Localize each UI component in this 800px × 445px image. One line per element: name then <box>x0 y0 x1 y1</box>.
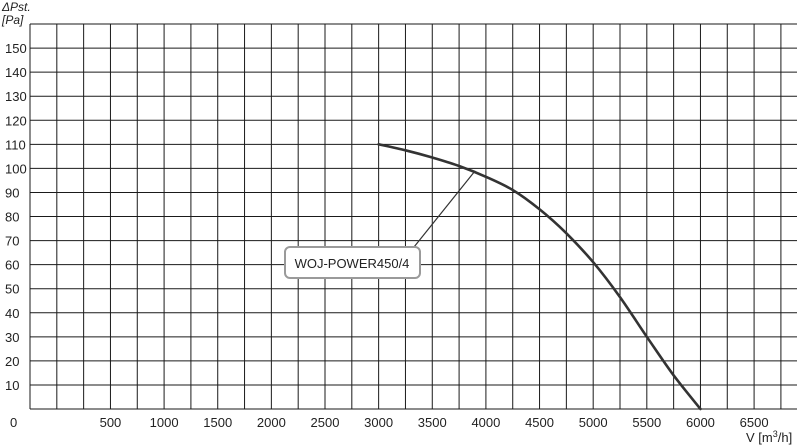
y-tick-label: 120 <box>5 113 27 128</box>
x-tick-label: 3500 <box>418 415 447 430</box>
x-tick-label: 6000 <box>686 415 715 430</box>
annotation-box <box>284 246 421 279</box>
series-annotation: WOJ-POWER450/4 <box>284 170 476 279</box>
y-tick-label: 130 <box>5 89 27 104</box>
x-tick-label: 500 <box>100 415 122 430</box>
y-tick-label: 30 <box>5 330 19 345</box>
y-tick-label: 100 <box>5 161 27 176</box>
x-tick-label: 1500 <box>203 415 232 430</box>
y-tick-label: 150 <box>5 41 27 56</box>
curve-layer <box>377 143 702 411</box>
x-axis-label-main: V [m <box>746 430 773 445</box>
y-tick-label: 90 <box>5 185 19 200</box>
x-axis-label: V [m3/h] <box>746 429 792 445</box>
grid <box>29 23 797 410</box>
x-tick-label: 2000 <box>257 415 286 430</box>
x-axis-label-sup: 3 <box>773 429 778 439</box>
x-tick-label: 4000 <box>471 415 500 430</box>
y-tick-label: 70 <box>5 234 19 249</box>
x-tick-label: 5000 <box>579 415 608 430</box>
x-tick-label: 0 <box>10 415 17 430</box>
y-axis-label-line1: ΔPst. <box>1 0 31 14</box>
annotation-label: WOJ-POWER450/4 <box>295 256 410 271</box>
y-tick-label: 10 <box>5 378 19 393</box>
y-tick-label: 20 <box>5 354 19 369</box>
x-tick-label: 6500 <box>740 415 769 430</box>
x-tick-label: 5500 <box>632 415 661 430</box>
annotation-leader-line <box>409 170 476 253</box>
x-tick-label: 2500 <box>311 415 340 430</box>
x-axis-label-end: /h] <box>778 430 792 445</box>
y-tick-label: 40 <box>5 306 19 321</box>
y-tick-label: 140 <box>5 65 27 80</box>
y-tick-label: 80 <box>5 210 19 225</box>
series-line <box>377 143 702 411</box>
x-tick-label: 3000 <box>364 415 393 430</box>
x-tick-label: 4500 <box>525 415 554 430</box>
y-axis-label-line2: [Pa] <box>1 13 24 27</box>
x-tick-label: 1000 <box>150 415 179 430</box>
y-tick-label: 50 <box>5 282 19 297</box>
y-tick-label: 60 <box>5 258 19 273</box>
y-tick-label: 110 <box>5 137 26 152</box>
